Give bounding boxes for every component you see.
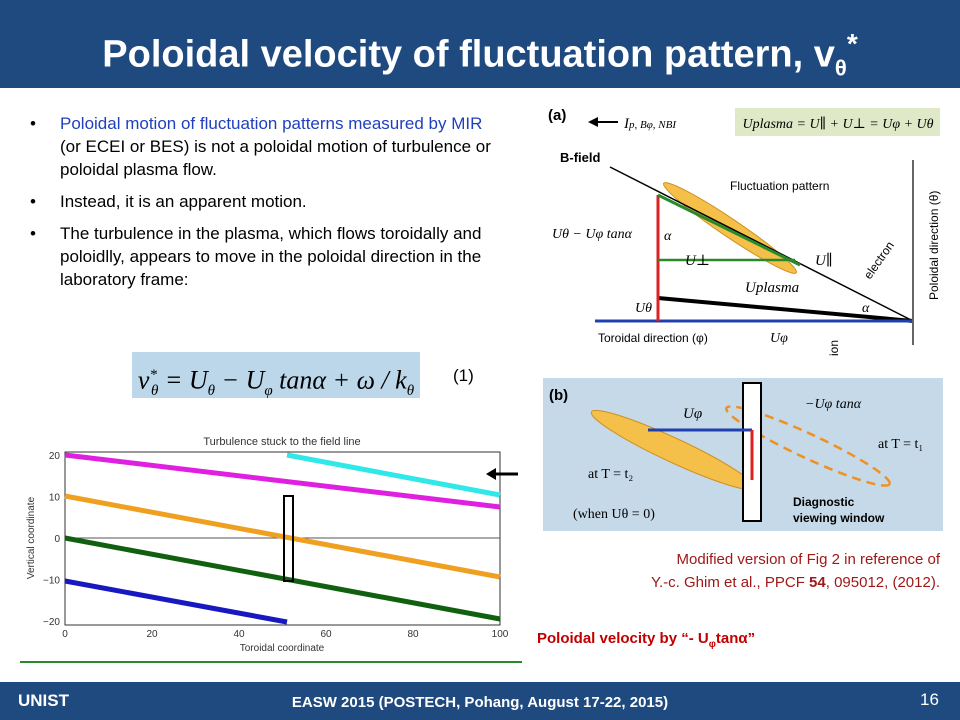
x-tick-label: 60 xyxy=(320,629,332,640)
field-line-plot: Turbulence stuck to the field line Toroi… xyxy=(20,432,522,664)
bullets: Poloidal motion of fluctuation patterns … xyxy=(26,112,496,300)
label: Uθ xyxy=(635,301,652,316)
label: ion xyxy=(827,340,841,356)
footer-org: UNIST xyxy=(18,691,69,710)
x-tick-label: 0 xyxy=(62,629,68,640)
y-tick-label: 20 xyxy=(49,451,61,462)
eq-part: θ xyxy=(207,382,216,399)
caption-part: 54 xyxy=(809,574,826,591)
label: viewing window xyxy=(793,511,885,525)
y-tick-label: 0 xyxy=(54,534,60,545)
label: Diagnostic xyxy=(793,495,855,509)
eq-part: tanα + ω / k xyxy=(272,365,407,395)
field-line xyxy=(64,578,288,625)
arrow-head xyxy=(486,468,496,480)
label: U∥ xyxy=(815,252,833,269)
label: B-field xyxy=(560,150,601,165)
eq-part: = U xyxy=(164,365,208,395)
panel-label: (b) xyxy=(549,387,568,404)
eq-part: φ xyxy=(264,382,273,399)
label: electron xyxy=(861,239,897,282)
title-sub: θ xyxy=(834,55,847,81)
b-field xyxy=(609,166,914,322)
label: (when Uθ = 0) xyxy=(573,507,655,522)
label: −Uφ tanα xyxy=(805,397,862,412)
x-tick-label: 40 xyxy=(233,629,245,640)
x-tick-label: 20 xyxy=(146,629,158,640)
plot-title: Turbulence stuck to the field line xyxy=(203,436,360,448)
y-label: Vertical coordinate xyxy=(26,496,37,579)
label: α xyxy=(664,229,672,244)
field-line xyxy=(64,535,501,622)
label: Uφ xyxy=(683,406,702,422)
bullet-text: The turbulence in the plasma, which flow… xyxy=(60,224,482,289)
label: U⊥ xyxy=(685,253,710,269)
equation: v*θ = Uθ − Uφ tanα + ω / kθ xyxy=(132,352,420,399)
field-line xyxy=(64,452,501,510)
y-tick-label: −10 xyxy=(43,576,60,587)
label: Fluctuation pattern xyxy=(730,179,829,193)
bullet-highlight: Poloidal motion of fluctuation patterns … xyxy=(60,114,483,133)
label: Poloidal direction (θ) xyxy=(927,191,941,300)
panel-label: (a) xyxy=(548,107,566,124)
bullet: The turbulence in the plasma, which flow… xyxy=(26,222,496,291)
note-part: φ xyxy=(708,639,716,650)
note-part: Poloidal velocity by “- U xyxy=(537,630,709,647)
footer-event: EASW 2015 (POSTECH, Pohang, August 17-22… xyxy=(291,694,669,711)
legend-part: I xyxy=(623,116,630,132)
label: Uθ − Uφ tanα xyxy=(552,227,633,242)
u-perp xyxy=(657,193,801,267)
label: Uplasma xyxy=(745,280,799,296)
bullet-text: (or ECEI or BES) is not a poloidal motio… xyxy=(60,137,491,179)
plot-bg xyxy=(20,432,522,664)
header: Poloidal velocity of fluctuation pattern… xyxy=(0,0,960,88)
field-line xyxy=(286,452,501,498)
arrow-head xyxy=(588,117,598,127)
title-sup: * xyxy=(846,28,858,59)
eq-part: θ xyxy=(150,382,159,399)
label: α xyxy=(862,301,870,316)
field-line xyxy=(64,493,501,580)
pattern-later xyxy=(725,405,891,487)
eq-part: v xyxy=(137,365,150,395)
legend-part: p, Bφ, NBI xyxy=(628,119,677,131)
caption-part: Y.-c. Ghim et al., PPCF xyxy=(650,574,810,591)
eq-part: θ xyxy=(406,382,415,399)
footer: UNIST EASW 2015 (POSTECH, Pohang, August… xyxy=(0,682,960,720)
equation-number: (1) xyxy=(453,366,474,385)
bullet: Instead, it is an apparent motion. xyxy=(26,190,496,213)
figure-b: (b) Uφ −Uφ tanα at T = t₁ at T = t₂ Diag… xyxy=(543,378,943,531)
label: at T = t₂ xyxy=(588,467,633,482)
x-tick-label: 100 xyxy=(492,629,509,640)
caption-line: Y.-c. Ghim et al., PPCF 54, 095012, (201… xyxy=(651,571,940,594)
caption: Modified version of Fig 2 in reference o… xyxy=(651,548,940,594)
label: Uφ xyxy=(770,331,788,346)
footer-page: 16 xyxy=(920,690,939,709)
label: at T = t₁ xyxy=(878,437,923,452)
bullet: Poloidal motion of fluctuation patterns … xyxy=(26,112,496,181)
eq-part: − U xyxy=(215,365,265,395)
label: Toroidal direction (φ) xyxy=(598,331,708,345)
caption-line: Modified version of Fig 2 in reference o… xyxy=(676,551,940,568)
viewing-window xyxy=(283,495,294,582)
formula-box xyxy=(735,108,940,136)
note: Poloidal velocity by “- Uφtanα” xyxy=(537,630,755,650)
title: Poloidal velocity of fluctuation pattern… xyxy=(102,33,835,76)
figure-a: (a) Ip, Bφ, NBI Uplasma = U∥ + U⊥ = Uφ +… xyxy=(548,107,941,356)
note-part: tanα” xyxy=(715,630,756,647)
u-plasma xyxy=(657,296,914,323)
eq-part: * xyxy=(149,367,157,383)
bullet-text: Instead, it is an apparent motion. xyxy=(60,192,307,211)
x-label: Toroidal coordinate xyxy=(240,643,325,654)
x-tick-label: 80 xyxy=(407,629,419,640)
y-tick-label: 10 xyxy=(49,493,61,504)
legend: Ip, Bφ, NBI xyxy=(623,116,677,132)
caption-part: , 095012, (2012). xyxy=(825,574,940,591)
formula: Uplasma = U∥ + U⊥ = Uφ + Uθ xyxy=(742,116,933,132)
y-tick-label: −20 xyxy=(43,617,60,628)
